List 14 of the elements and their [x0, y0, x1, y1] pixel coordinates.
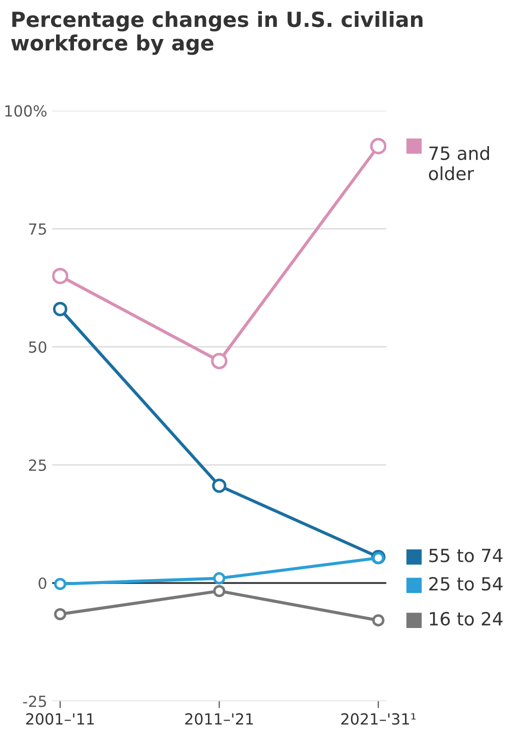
legend-label: 16 to 24 [430, 612, 502, 626]
y-tick-label: 75 [29, 223, 46, 235]
legend-label: 25 to 54 [429, 576, 502, 591]
x-tick-label: 2021–'31¹ [341, 713, 416, 725]
legend-label: 75 and older [428, 146, 489, 180]
y-tick-label: 100% [5, 105, 46, 117]
x-tick-label: 2011–'21 [185, 713, 253, 725]
y-tick-label: 0 [38, 577, 46, 590]
y-tick-label: 25 [29, 459, 46, 471]
legend-label: 55 to 74 [429, 548, 502, 562]
chart-title: Percentage changes in U.S. civilian workforce by age [11, 11, 422, 55]
y-tick-label: -25 [23, 696, 46, 708]
x-tick-label: 2001–'11 [26, 713, 94, 725]
y-tick-label: 50 [29, 341, 46, 353]
